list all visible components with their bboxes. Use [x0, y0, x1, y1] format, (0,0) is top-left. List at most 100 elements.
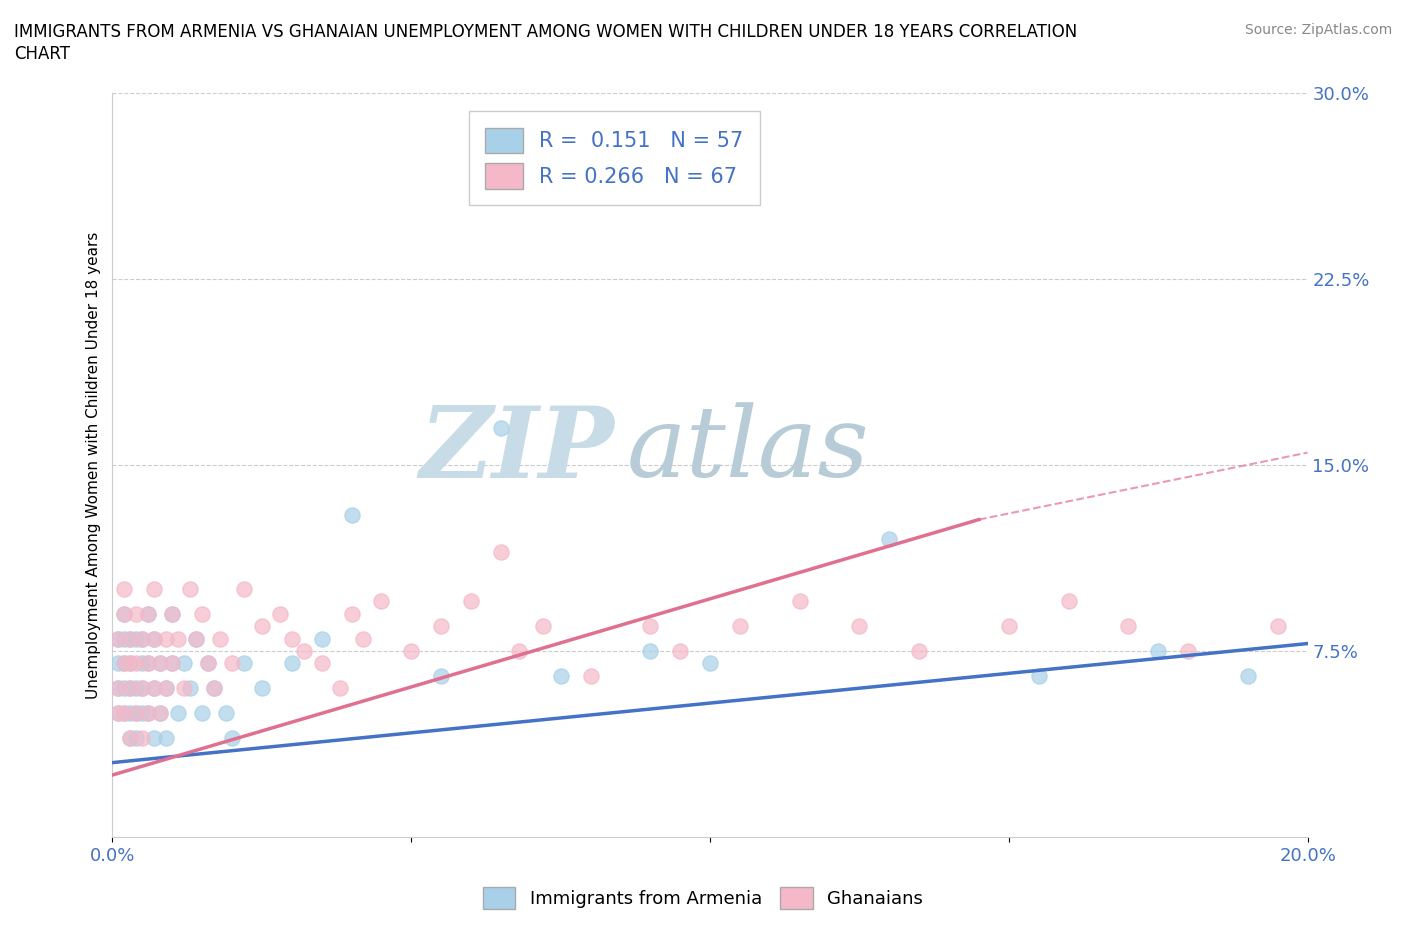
Point	[162, 606, 183, 621]
Point	[353, 631, 375, 646]
Point	[848, 618, 870, 633]
Point	[401, 644, 423, 658]
Point	[149, 706, 172, 721]
Text: Source: ZipAtlas.com: Source: ZipAtlas.com	[1244, 23, 1392, 37]
Point	[143, 681, 166, 696]
Point	[233, 656, 256, 671]
Point	[269, 606, 291, 621]
Point	[1057, 594, 1080, 609]
Point	[107, 631, 129, 646]
Y-axis label: Unemployment Among Women with Children Under 18 years: Unemployment Among Women with Children U…	[86, 232, 101, 698]
Point	[125, 730, 148, 745]
Point	[107, 656, 129, 671]
Point	[120, 656, 142, 671]
Point	[120, 631, 142, 646]
Point	[120, 656, 142, 671]
Point	[107, 681, 129, 696]
Legend: R =  0.151   N = 57, R = 0.266   N = 67: R = 0.151 N = 57, R = 0.266 N = 67	[468, 111, 761, 206]
Point	[155, 681, 177, 696]
Point	[311, 656, 333, 671]
Point	[114, 656, 135, 671]
Point	[107, 706, 129, 721]
Point	[699, 656, 721, 671]
Point	[202, 681, 225, 696]
Point	[430, 669, 453, 684]
Point	[173, 656, 195, 671]
Point	[1177, 644, 1199, 658]
Point	[143, 631, 166, 646]
Point	[143, 631, 166, 646]
Point	[1028, 669, 1050, 684]
Point	[281, 656, 304, 671]
Point	[531, 618, 554, 633]
Point	[131, 681, 153, 696]
Point	[120, 730, 142, 745]
Legend: Immigrants from Armenia, Ghanaians: Immigrants from Armenia, Ghanaians	[475, 880, 931, 916]
Point	[998, 618, 1021, 633]
Point	[197, 656, 219, 671]
Point	[579, 669, 602, 684]
Point	[460, 594, 482, 609]
Point	[125, 606, 148, 621]
Point	[669, 644, 692, 658]
Text: ZIP: ZIP	[419, 402, 614, 498]
Point	[311, 631, 333, 646]
Point	[149, 656, 172, 671]
Point	[1147, 644, 1170, 658]
Text: IMMIGRANTS FROM ARMENIA VS GHANAIAN UNEMPLOYMENT AMONG WOMEN WITH CHILDREN UNDER: IMMIGRANTS FROM ARMENIA VS GHANAIAN UNEM…	[14, 23, 1077, 41]
Point	[131, 681, 153, 696]
Point	[215, 706, 238, 721]
Point	[131, 631, 153, 646]
Point	[125, 706, 148, 721]
Point	[155, 631, 177, 646]
Point	[191, 706, 214, 721]
Point	[138, 606, 160, 621]
Point	[340, 507, 363, 522]
Point	[120, 681, 142, 696]
Point	[143, 681, 166, 696]
Point	[131, 656, 153, 671]
Point	[107, 681, 129, 696]
Point	[209, 631, 232, 646]
Point	[131, 706, 153, 721]
Point	[149, 706, 172, 721]
Point	[138, 656, 160, 671]
Point	[250, 681, 273, 696]
Point	[292, 644, 315, 658]
Point	[114, 706, 135, 721]
Point	[114, 606, 135, 621]
Point	[125, 656, 148, 671]
Point	[114, 656, 135, 671]
Point	[202, 681, 225, 696]
Point	[114, 631, 135, 646]
Point	[370, 594, 392, 609]
Point	[879, 532, 901, 547]
Point	[138, 706, 160, 721]
Point	[789, 594, 811, 609]
Point	[430, 618, 453, 633]
Point	[143, 581, 166, 596]
Point	[489, 420, 512, 435]
Point	[728, 618, 751, 633]
Point	[250, 618, 273, 633]
Point	[138, 706, 160, 721]
Point	[191, 606, 214, 621]
Point	[179, 581, 201, 596]
Point	[186, 631, 208, 646]
Point	[114, 706, 135, 721]
Point	[114, 581, 135, 596]
Point	[508, 644, 530, 658]
Point	[125, 681, 148, 696]
Point	[125, 631, 148, 646]
Point	[640, 644, 662, 658]
Point	[167, 706, 190, 721]
Point	[186, 631, 208, 646]
Point	[138, 656, 160, 671]
Point	[155, 681, 177, 696]
Text: atlas: atlas	[627, 403, 869, 498]
Point	[114, 681, 135, 696]
Point	[908, 644, 931, 658]
Point	[120, 631, 142, 646]
Point	[162, 606, 183, 621]
Point	[550, 669, 572, 684]
